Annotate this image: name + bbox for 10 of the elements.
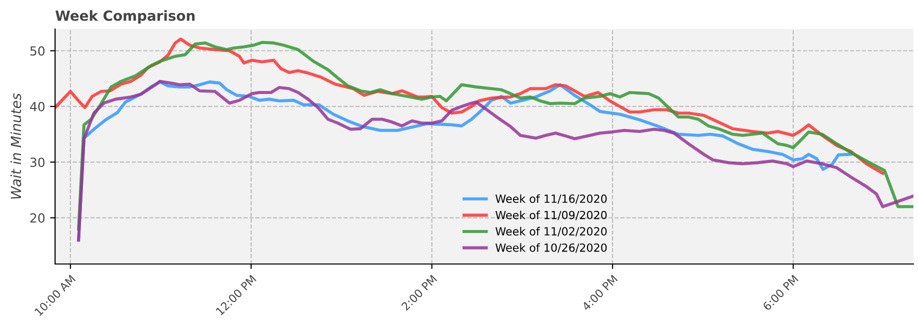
legend-label: Week of 11/16/2020 [496, 194, 607, 204]
legend-label: Week of 11/02/2020 [496, 226, 607, 236]
legend-label: Week of 11/09/2020 [496, 210, 607, 220]
legend-label: Week of 10/26/2020 [496, 243, 607, 253]
y-tick-label: 20 [30, 213, 45, 223]
y-tick-label: 50 [30, 46, 45, 56]
y-tick-label: 40 [30, 102, 45, 112]
chart-title: Week Comparison [55, 10, 195, 24]
y-axis-title: Wait in Minutes [10, 93, 22, 199]
y-tick-label: 30 [30, 158, 45, 168]
